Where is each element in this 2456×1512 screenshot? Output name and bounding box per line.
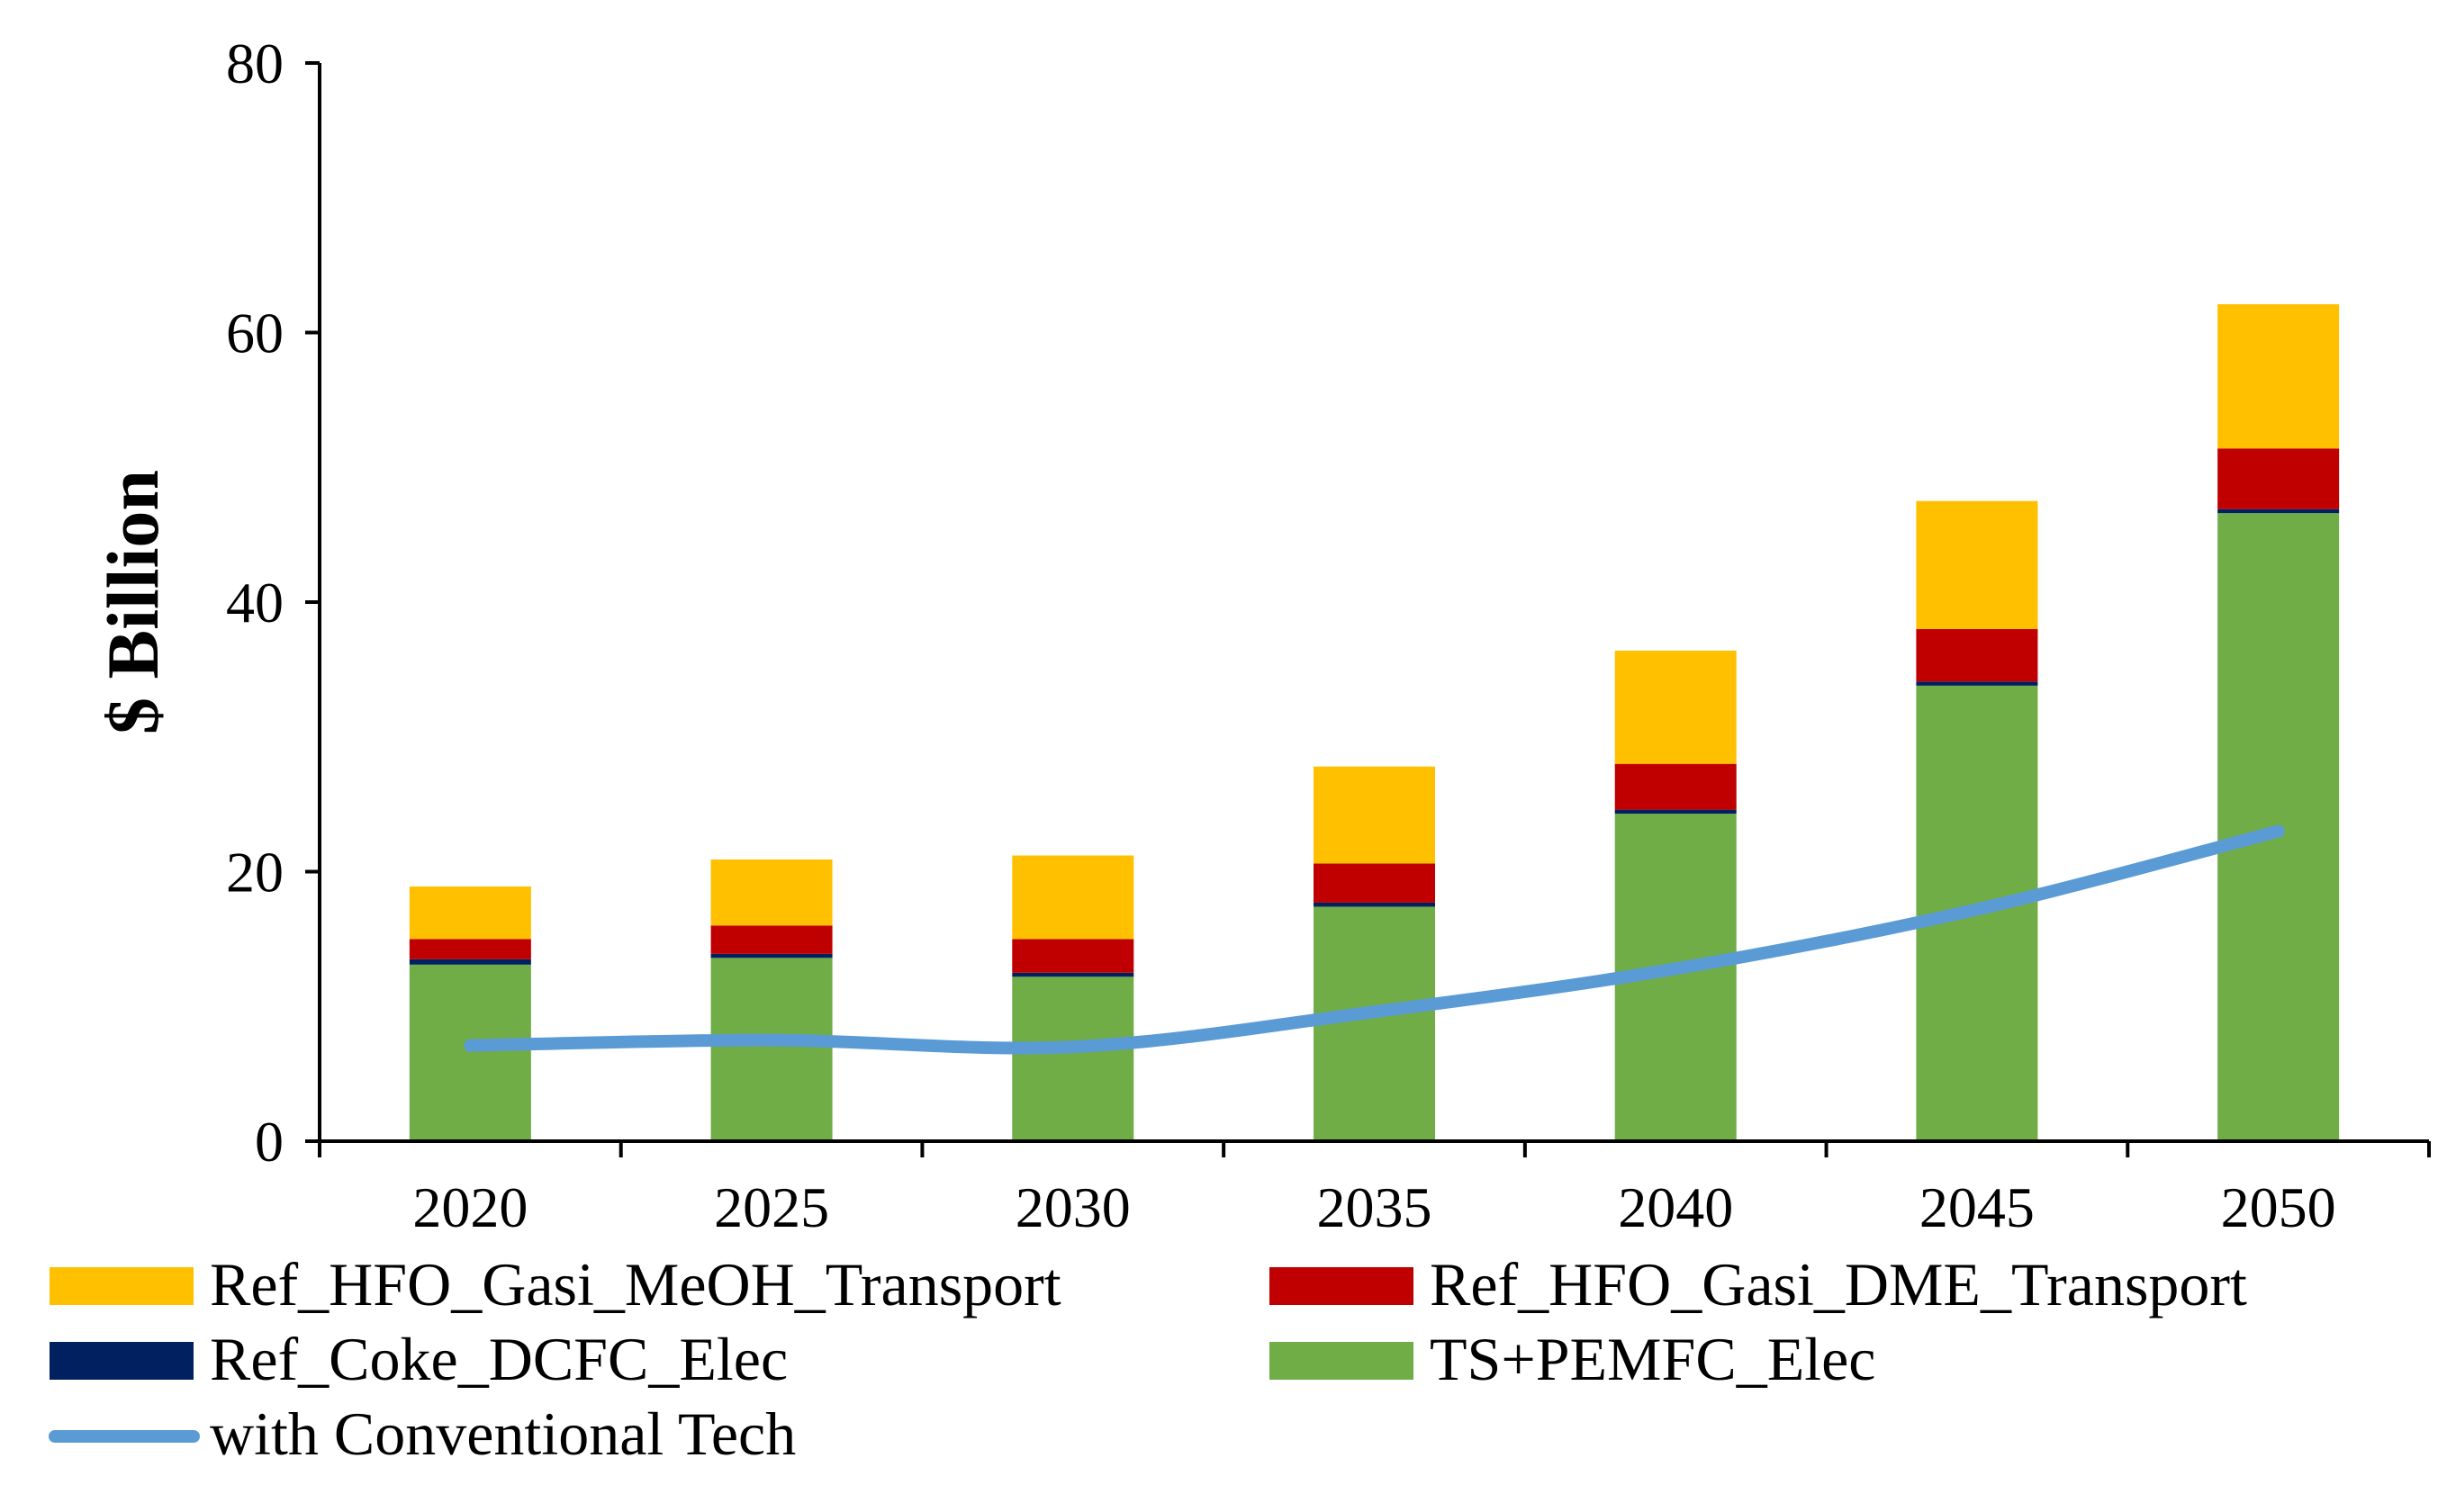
legend-swatch-ts-pemfc-elec [1269,1342,1413,1380]
bar-ref-hfo-gasi-dme-transport-2025 [710,925,833,954]
bar-ref-coke-dcfc-elec-2035 [1314,902,1435,907]
x-tick-label-2035: 2035 [1317,1175,1432,1239]
bar-ref-coke-dcfc-elec-2020 [409,958,531,965]
legend-item-ref-hfo-gasi-dme-transport: Ref_HFO_Gasi_DME_Transport [1269,1250,2247,1318]
bar-ref-hfo-gasi-meoh-transport-2020 [409,886,531,940]
bar-ref-coke-dcfc-elec-2040 [1614,809,1737,814]
bar-ref-coke-dcfc-elec-2050 [2217,508,2340,514]
legend-label-with-conventional-tech: with Conventional Tech [210,1400,796,1468]
y-tick-label-80: 80 [226,32,284,95]
y-tick-label-0: 0 [255,1110,284,1174]
legend-swatch-ref-coke-dcfc-elec [50,1342,194,1380]
bar-ref-coke-dcfc-elec-2025 [710,953,833,958]
bar-ref-hfo-gasi-dme-transport-2040 [1614,763,1737,810]
x-tick-label-2040: 2040 [1618,1175,1733,1239]
bar-ref-coke-dcfc-elec-2045 [1916,681,2038,686]
legend-label-ref-hfo-gasi-dme-transport: Ref_HFO_Gasi_DME_Transport [1430,1250,2247,1318]
x-tick-label-2050: 2050 [2221,1175,2336,1239]
y-tick-label-20: 20 [226,841,284,904]
legend-item-ref-coke-dcfc-elec: Ref_Coke_DCFC_Elec [50,1325,788,1393]
x-tick-label-2025: 2025 [714,1175,829,1239]
bar-ref-hfo-gasi-meoh-transport-2030 [1012,855,1134,940]
legend-item-with-conventional-tech: with Conventional Tech [49,1400,796,1468]
bar-ref-hfo-gasi-meoh-transport-2050 [2217,304,2340,449]
legend-item-ts-pemfc-elec: TS+PEMFC_Elec [1269,1325,1876,1393]
bar-ref-coke-dcfc-elec-2030 [1012,972,1134,977]
y-axis-title: $ Billion [92,470,174,734]
legend-swatch-ref-hfo-gasi-dme-transport [1269,1267,1413,1305]
bar-ref-hfo-gasi-meoh-transport-2035 [1314,766,1435,864]
x-tick-label-2030: 2030 [1016,1175,1131,1239]
bar-ref-hfo-gasi-dme-transport-2020 [409,939,531,959]
bar-ref-hfo-gasi-meoh-transport-2025 [710,860,833,926]
bar-ref-hfo-gasi-meoh-transport-2045 [1916,500,2038,629]
legend-swatch-ref-hfo-gasi-meoh-transport [50,1267,194,1305]
bar-ts-pemfc-elec-2020 [409,964,531,1141]
legend-label-ts-pemfc-elec: TS+PEMFC_Elec [1430,1325,1876,1393]
legend-label-ref-hfo-gasi-meoh-transport: Ref_HFO_Gasi_MeOH_Transport [210,1250,1061,1318]
bar-ref-hfo-gasi-dme-transport-2035 [1314,863,1435,903]
bar-ts-pemfc-elec-2035 [1314,906,1435,1141]
y-tick-label-60: 60 [226,302,284,365]
legend: Ref_HFO_Gasi_MeOH_Transport Ref_HFO_Gasi_… [49,1250,2247,1468]
bar-ts-pemfc-elec-2030 [1012,976,1134,1141]
legend-label-ref-coke-dcfc-elec: Ref_Coke_DCFC_Elec [210,1325,788,1393]
x-tick-label-2045: 2045 [1919,1175,2035,1239]
bar-ref-hfo-gasi-dme-transport-2045 [1916,628,2038,682]
bar-ref-hfo-gasi-meoh-transport-2040 [1614,650,1737,764]
bar-ref-hfo-gasi-dme-transport-2030 [1012,939,1134,973]
bar-ts-pemfc-elec-2025 [710,958,833,1141]
x-tick-label-2020: 2020 [412,1175,528,1239]
line-layer [464,824,2285,1055]
bar-ref-hfo-gasi-dme-transport-2050 [2217,448,2340,509]
y-tick-label-40: 40 [226,571,284,634]
legend-item-ref-hfo-gasi-meoh-transport: Ref_HFO_Gasi_MeOH_Transport [50,1250,1061,1318]
